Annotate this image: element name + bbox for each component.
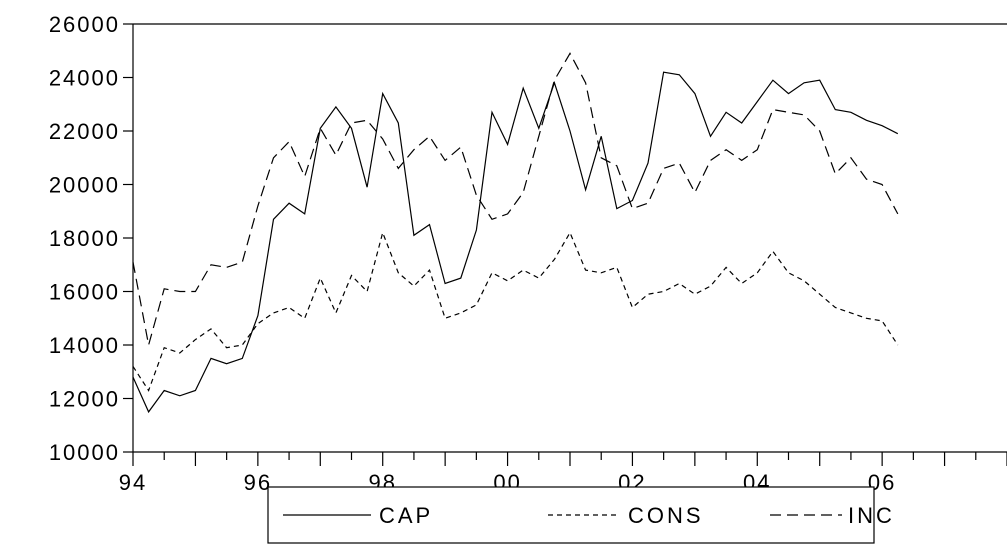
x-tick-label: 94 [119, 470, 147, 495]
series-line-inc [132, 52, 899, 346]
y-tick-label: 14000 [49, 333, 120, 358]
legend: CAP CONS INC [267, 486, 895, 544]
series-line-cap [132, 71, 899, 414]
y-tick-label: 24000 [49, 66, 120, 91]
legend-label-cons: CONS [628, 503, 704, 528]
y-tick-label: 18000 [49, 226, 120, 251]
y-tick-label: 22000 [49, 119, 120, 144]
y-tick-label: 12000 [49, 387, 120, 412]
series-lines [132, 52, 899, 414]
legend-label-cap: CAP [379, 503, 433, 528]
y-tick-label: 26000 [49, 12, 120, 37]
legend-label-inc: INC [848, 503, 895, 528]
x-tick-label: 96 [244, 470, 272, 495]
y-axis: 10000 12000 14000 16000 18000 20000 22000 24000… [49, 12, 1007, 465]
y-tick-label: 20000 [49, 173, 120, 198]
y-tick-label: 10000 [49, 440, 120, 465]
series-line-cons [132, 230, 899, 392]
y-tick-label: 16000 [49, 280, 120, 305]
